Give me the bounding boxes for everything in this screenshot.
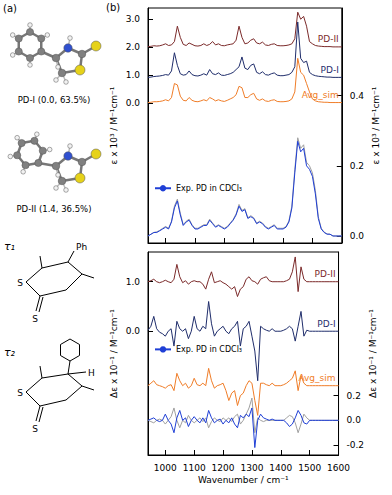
svg-text:PD-II (1.4, 36.5%): PD-II (1.4, 36.5%)	[16, 204, 91, 214]
svg-text:PD-I: PD-I	[321, 65, 339, 75]
svg-text:S: S	[32, 424, 38, 434]
svg-text:ε x 10³ / M⁻¹cm⁻¹: ε x 10³ / M⁻¹cm⁻¹	[371, 86, 381, 164]
svg-text:0.0: 0.0	[126, 98, 141, 108]
html-text:(b): (b)	[106, 2, 121, 13]
svg-text:PD-II: PD-II	[318, 34, 339, 44]
svg-text:0.2: 0.2	[347, 391, 361, 401]
svg-text:H: H	[88, 368, 95, 378]
svg-text:-0.2: -0.2	[347, 440, 365, 450]
svg-text:0.4: 0.4	[350, 91, 365, 101]
svg-text:(a): (a)	[3, 3, 17, 14]
svg-text:1600: 1600	[327, 463, 350, 473]
svg-text:1.0: 1.0	[126, 70, 141, 80]
svg-text:PD-I (0.0, 63.5%): PD-I (0.0, 63.5%)	[18, 95, 91, 105]
svg-text:0.0: 0.0	[126, 326, 141, 336]
svg-text:1400: 1400	[269, 463, 292, 473]
svg-text:PD-I: PD-I	[317, 319, 335, 329]
svg-text:0.0: 0.0	[347, 415, 362, 425]
svg-text:Ph: Ph	[76, 242, 87, 252]
svg-text:Avg_sim: Avg_sim	[298, 373, 335, 383]
svg-text:Δε x 10⁻¹ / M⁻¹cm⁻¹: Δε x 10⁻¹ / M⁻¹cm⁻¹	[109, 309, 119, 398]
svg-text:0.0: 0.0	[350, 231, 365, 241]
svg-text:S: S	[17, 278, 23, 288]
svg-text:1100: 1100	[183, 463, 206, 473]
svg-text:1500: 1500	[298, 463, 321, 473]
svg-text:S: S	[17, 388, 23, 398]
svg-text:2.0: 2.0	[126, 42, 141, 52]
svg-text:1200: 1200	[212, 463, 235, 473]
svg-text:3.0: 3.0	[126, 14, 141, 24]
svg-text:τ₁: τ₁	[4, 240, 15, 253]
svg-text:PD-II: PD-II	[315, 269, 336, 279]
svg-text:1.0: 1.0	[126, 277, 141, 287]
svg-text:0.2: 0.2	[350, 161, 364, 171]
svg-text:1300: 1300	[240, 463, 263, 473]
svg-text:τ₂: τ₂	[4, 346, 16, 359]
svg-text:ε x 10³ / M⁻¹cm⁻¹: ε x 10³ / M⁻¹cm⁻¹	[109, 86, 119, 164]
svg-text:Exp. PD in CDCl₃: Exp. PD in CDCl₃	[176, 345, 242, 354]
svg-text:Exp. PD in CDCl₃: Exp. PD in CDCl₃	[176, 184, 242, 193]
svg-text:Δε x 10⁻¹ / M⁻¹cm⁻¹: Δε x 10⁻¹ / M⁻¹cm⁻¹	[368, 309, 378, 398]
svg-text:Wavenumber / cm⁻¹: Wavenumber / cm⁻¹	[198, 475, 289, 485]
svg-text:S: S	[32, 314, 38, 324]
svg-text:1000: 1000	[154, 463, 177, 473]
svg-text:Avg_sim: Avg_sim	[302, 90, 339, 100]
